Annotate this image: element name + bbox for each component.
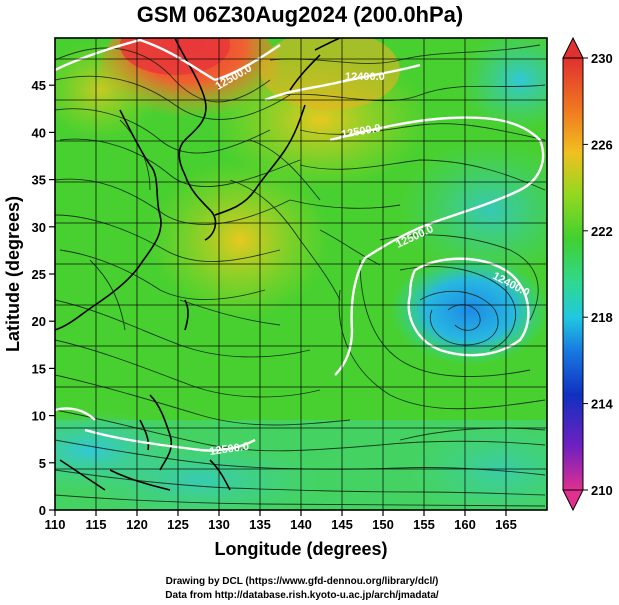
colorbar-tick-label: 218 <box>591 310 613 325</box>
x-tick-label: 130 <box>208 517 230 532</box>
y-tick-label: 20 <box>32 314 46 329</box>
x-axis-title: Longitude (degrees) <box>214 539 387 559</box>
x-tick-label: 135 <box>249 517 271 532</box>
colorbar-tick-label: 214 <box>591 397 613 412</box>
y-axis-title: Latitude (degrees) <box>3 196 23 352</box>
y-tick-label: 0 <box>39 503 46 518</box>
contour-label: 12500.0 <box>209 441 250 458</box>
x-tick-label: 125 <box>167 517 189 532</box>
y-tick-label: 45 <box>32 78 46 93</box>
y-tick-label: 25 <box>32 267 46 282</box>
y-tick-label: 40 <box>32 125 46 140</box>
x-tick-label: 145 <box>331 517 353 532</box>
lat-lon-grid <box>55 38 547 510</box>
y-tick-label: 5 <box>39 456 46 471</box>
credit-data: Data from http://database.rish.kyoto-u.a… <box>165 590 439 601</box>
y-tick-label: 15 <box>32 361 46 376</box>
x-tick-label: 115 <box>86 517 107 532</box>
y-axis-ticks: 0 5 10 15 20 25 30 35 40 45 <box>32 78 55 518</box>
x-tick-label: 155 <box>413 517 435 532</box>
temperature-field: 12500.0 12400.0 12500.0 12500.0 12400.0 … <box>55 38 547 510</box>
x-tick-label: 160 <box>454 517 476 532</box>
colorbar-top-arrow <box>562 36 584 59</box>
x-tick-label: 150 <box>372 517 394 532</box>
y-tick-label: 30 <box>32 220 46 235</box>
x-tick-label: 110 <box>45 517 66 532</box>
contour-label: 12400.0 <box>345 71 385 83</box>
x-tick-label: 165 <box>495 517 517 532</box>
colorbar-tick-label: 222 <box>591 224 613 239</box>
colorbar-tick-label: 230 <box>591 51 613 66</box>
credit-drawing: Drawing by DCL (https://www.gfd-dennou.o… <box>166 576 439 587</box>
x-tick-label: 120 <box>126 517 148 532</box>
colorbar: 230 226 222 218 214 210 <box>562 36 613 512</box>
chart-title: GSM 06Z30Aug2024 (200.0hPa) <box>137 2 463 27</box>
x-tick-label: 140 <box>290 517 312 532</box>
y-tick-label: 10 <box>32 409 46 424</box>
colorbar-tick-label: 210 <box>591 483 613 498</box>
colorbar-scale <box>562 57 584 491</box>
colorbar-tick-label: 226 <box>591 137 613 152</box>
x-axis-ticks: 110 115 120 125 130 135 140 145 150 155 160 165 <box>45 510 517 532</box>
coastlines <box>55 38 341 491</box>
colorbar-bottom-arrow <box>562 489 584 512</box>
y-tick-label: 35 <box>32 173 46 188</box>
